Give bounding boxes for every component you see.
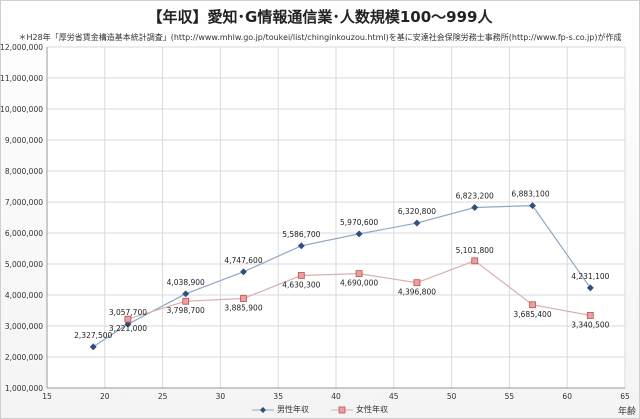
male-data-point [297,242,305,250]
male-data-point [528,202,537,210]
y-tick-label: 7,000,000 [5,198,43,207]
female-legend-marker-icon [331,406,353,413]
x-tick-label: 35 [273,392,283,401]
chart-subtitle: ＊H28年「厚労省賃金構造基本統計調査」(http://www.mhlw.go.… [18,33,622,42]
male-data-label: 6,320,800 [398,207,436,216]
male-data-label: 4,038,900 [167,278,205,287]
female-data-label: 3,340,500 [571,320,609,329]
x-tick-label: 65 [620,392,630,401]
female-data-label: 3,885,900 [224,304,262,313]
female-data-label: 4,630,300 [282,280,320,289]
male-data-point [413,219,421,227]
female-data-point [529,301,536,309]
x-tick-label: 60 [562,392,572,401]
female-data-label: 4,396,800 [398,288,436,297]
female-data-point [413,279,421,287]
legend-label-female: 女性年収 [356,405,388,414]
chart-legend: 男性年収 女性年収 [0,404,640,415]
y-tick-label: 10,000,000 [0,105,43,114]
x-tick-label: 25 [158,392,168,401]
female-data-label: 5,101,800 [456,246,494,255]
male-data-label: 3,057,700 [109,308,147,317]
y-tick-label: 11,000,000 [0,74,43,83]
male-legend-marker-icon [252,406,274,413]
x-tick-label: 55 [505,392,515,401]
legend-item-female: 女性年収 [331,404,388,415]
x-tick-label: 40 [331,392,341,401]
male-data-label: 4,747,600 [224,256,262,265]
x-tick-label: 45 [389,392,399,401]
y-tick-label: 4,000,000 [5,291,43,300]
male-data-label: 6,883,100 [511,190,549,199]
y-tick-label: 3,000,000 [5,322,43,331]
female-data-point [471,257,479,265]
y-tick-label: 1,000,000 [5,384,43,393]
male-data-label: 5,586,700 [282,230,320,239]
male-data-point [239,268,248,276]
x-tick-label: 30 [216,392,226,401]
female-data-point [124,315,132,323]
male-data-label: 6,823,200 [456,191,494,200]
male-data-point [586,284,594,292]
male-data-label: 4,231,100 [571,272,609,281]
female-data-point [182,297,190,305]
y-tick-label: 2,000,000 [5,353,43,362]
x-tick-label: 50 [447,392,457,401]
chart-title: 【年収】愛知･G情報通信業･人数規模100～999人 [147,8,493,26]
male-data-point [182,290,190,298]
x-axis-label: 年齢 [617,407,636,417]
male-data-point [124,320,132,328]
y-tick-label: 6,000,000 [5,229,43,238]
y-tick-label: 12,000,000 [0,43,43,52]
male-data-point [355,230,363,238]
female-data-label: 3,685,400 [513,310,551,319]
female-data-point [240,295,247,302]
female-data-label: 3,798,700 [167,306,205,315]
legend-item-male: 男性年収 [252,404,309,415]
y-tick-label: 5,000,000 [5,260,43,269]
male-data-label: 5,970,600 [340,218,378,227]
male-data-label: 2,327,500 [74,331,112,340]
female-data-point [355,270,363,278]
female-data-point [586,312,594,319]
female-data-label: 3,221,000 [109,324,147,333]
male-data-point [89,343,97,351]
male-series-line [92,204,591,348]
female-data-label: 4,690,000 [340,279,378,288]
female-data-point [297,272,305,279]
y-tick-label: 9,000,000 [5,136,43,145]
legend-label-male: 男性年収 [277,405,309,414]
male-data-point [471,203,479,212]
x-tick-label: 20 [100,392,110,401]
x-tick-label: 15 [42,392,52,401]
y-tick-label: 8,000,000 [5,167,43,176]
